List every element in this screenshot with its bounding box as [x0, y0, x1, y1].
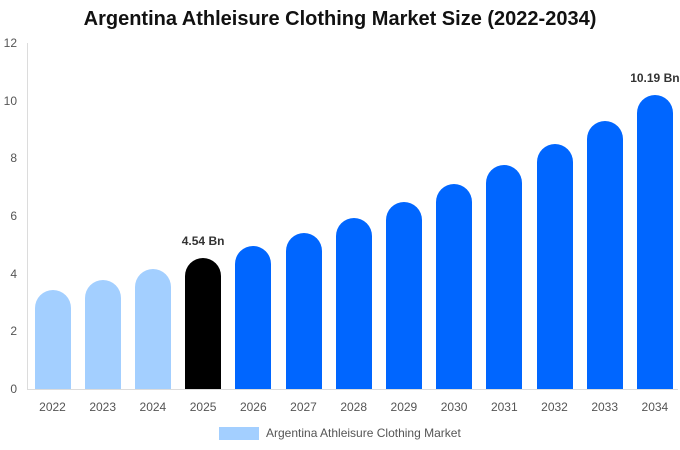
y-axis-line [27, 43, 28, 390]
x-axis-line [27, 389, 678, 390]
x-tick-label: 2029 [390, 400, 418, 414]
bar-2034[interactable] [636, 95, 673, 389]
legend-label: Argentina Athleisure Clothing Market [266, 426, 461, 440]
x-tick-label: 2032 [541, 400, 568, 414]
data-label-2025: 4.54 Bn [181, 234, 225, 249]
bar-2022[interactable] [34, 290, 71, 389]
x-tick-label: 2027 [290, 400, 317, 414]
x-tick-label: 2026 [239, 400, 267, 414]
x-tick-label: 2033 [591, 400, 619, 414]
bar-2023[interactable] [84, 280, 121, 389]
bar-2029[interactable] [385, 201, 422, 389]
legend-swatch [219, 426, 259, 440]
y-tick-label: 8 [10, 151, 17, 166]
bar-2028[interactable] [335, 218, 372, 389]
y-tick-label: 4 [10, 266, 17, 281]
x-tick-label: 2031 [490, 400, 518, 414]
y-tick-label: 2 [10, 324, 17, 339]
chart-title: Argentina Athleisure Clothing Market Siz… [83, 8, 597, 30]
bar-2032[interactable] [536, 143, 573, 389]
x-tick-label: 2022 [39, 400, 66, 414]
x-tick-label: 2030 [440, 400, 468, 414]
bar-2026[interactable] [235, 245, 272, 389]
x-tick-label: 2023 [89, 400, 117, 414]
bar-2024[interactable] [134, 269, 171, 389]
bar-2025[interactable] [185, 258, 222, 389]
x-tick-label: 2025 [189, 400, 217, 414]
bar-2033[interactable] [586, 120, 623, 389]
y-tick-label: 6 [10, 209, 17, 223]
bar-2027[interactable] [285, 233, 322, 389]
y-tick-label: 0 [10, 382, 17, 396]
x-tick-label: 2034 [641, 400, 669, 414]
legend[interactable]: Argentina Athleisure Clothing Market [219, 426, 461, 440]
x-tick-label: 2028 [340, 400, 368, 414]
bar-2031[interactable] [486, 164, 523, 389]
x-tick-label: 2024 [139, 400, 167, 414]
y-tick-label: 12 [3, 36, 17, 50]
y-tick-label: 10 [3, 93, 17, 108]
data-label-2034: 10.19 Bn [630, 71, 680, 86]
bar-2030[interactable] [436, 183, 473, 389]
